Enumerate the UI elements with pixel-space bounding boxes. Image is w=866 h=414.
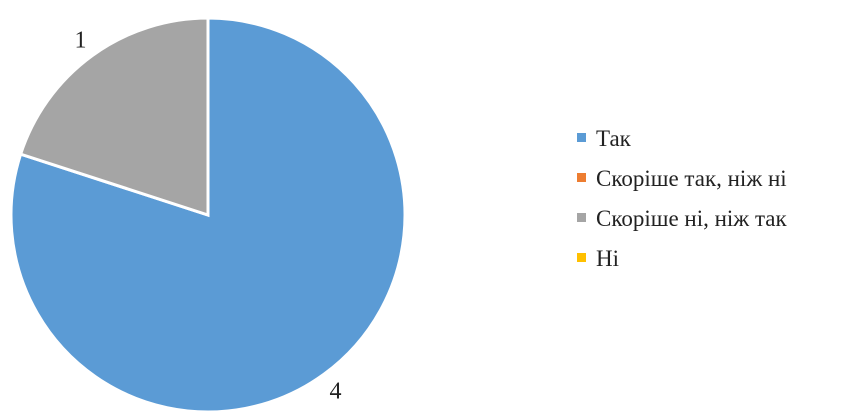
data-label-3: 1 — [74, 27, 86, 53]
legend-label-4: Ні — [596, 246, 619, 271]
legend-swatch-4 — [577, 253, 586, 262]
legend-label-2: Скоріше так, ніж ні — [596, 166, 787, 191]
legend: Так Скоріше так, ніж ні Скоріше ні, ніж та… — [577, 126, 787, 271]
data-label-1: 4 — [330, 379, 342, 405]
pie-data-labels: 41 — [74, 27, 341, 404]
legend-swatch-1 — [577, 133, 586, 142]
pie-slice-3 — [18, 16, 210, 218]
legend-swatch-2 — [577, 173, 586, 182]
legend-label-1: Так — [596, 126, 632, 151]
legend-swatch-3 — [577, 213, 586, 222]
legend-label-3: Скоріше ні, ніж так — [596, 206, 787, 231]
pie-slices — [9, 16, 407, 414]
